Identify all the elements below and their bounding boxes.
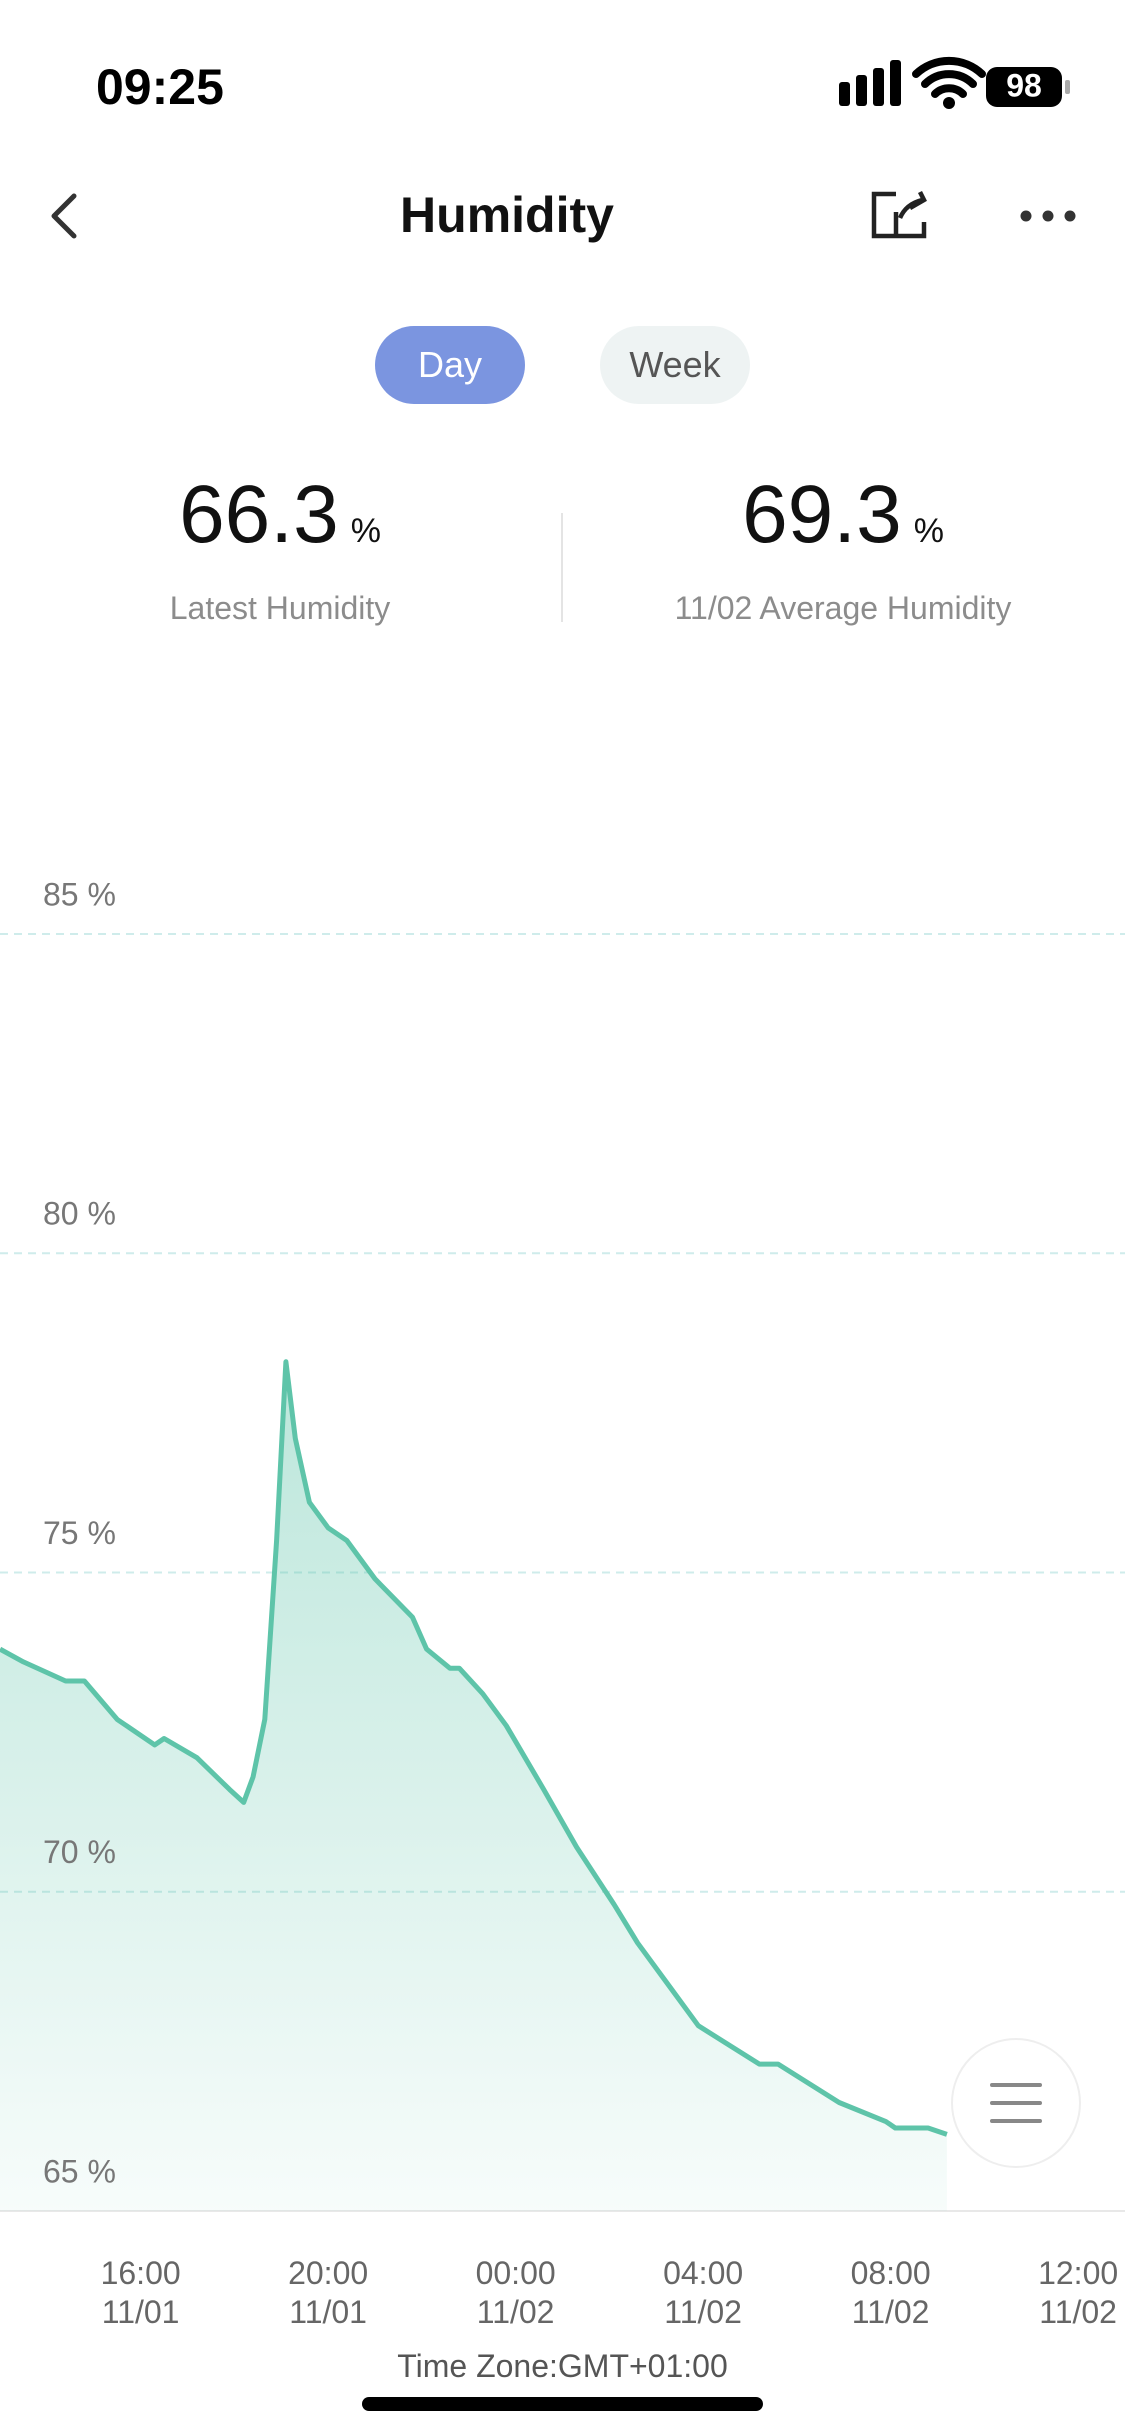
status-icons xyxy=(839,56,1070,109)
latest-number: 66.3 xyxy=(179,469,339,560)
average-number: 69.3 xyxy=(742,469,902,560)
area-fill xyxy=(0,1361,947,2211)
home-indicator xyxy=(362,2397,763,2411)
x-tick-label: 04:00 11/02 xyxy=(663,2255,744,2330)
y-tick-label: 80 % xyxy=(43,1196,116,1232)
battery-level: 98 xyxy=(1006,67,1042,103)
status-time: 09:25 xyxy=(96,59,224,115)
y-tick-label: 85 % xyxy=(43,876,116,912)
week-tab[interactable]: Week xyxy=(600,326,750,404)
y-tick-label: 70 % xyxy=(43,1834,116,1870)
latest-unit: % xyxy=(350,512,381,550)
time-zone: Time Zone:GMT+01:00 xyxy=(397,2348,728,2384)
more-button[interactable] xyxy=(1020,210,1076,222)
x-tick-label: 20:00 11/01 xyxy=(288,2255,369,2330)
page-title: Humidity xyxy=(400,187,614,243)
x-tick-label: 16:00 11/01 xyxy=(100,2255,181,2330)
share-button[interactable] xyxy=(871,190,927,239)
humidity-line xyxy=(0,1359,948,2137)
day-tab[interactable]: Day xyxy=(375,326,525,404)
menu-button[interactable] xyxy=(951,2038,1081,2168)
average-value: 69.3% xyxy=(563,468,1123,562)
average-label: 11/02 Average Humidity xyxy=(674,590,1012,626)
average-unit: % xyxy=(913,512,944,550)
y-tick-label: 65 % xyxy=(43,2153,116,2189)
latest-label: Latest Humidity xyxy=(169,590,391,626)
y-tick-label: 75 % xyxy=(43,1515,116,1551)
x-tick-label: 00:00 11/02 xyxy=(475,2255,556,2330)
x-tick-label: 08:00 11/02 xyxy=(850,2255,931,2330)
back-button[interactable] xyxy=(51,193,77,239)
x-tick-label: 12:00 11/02 xyxy=(1038,2255,1119,2330)
latest-value: 66.3% xyxy=(0,468,560,562)
